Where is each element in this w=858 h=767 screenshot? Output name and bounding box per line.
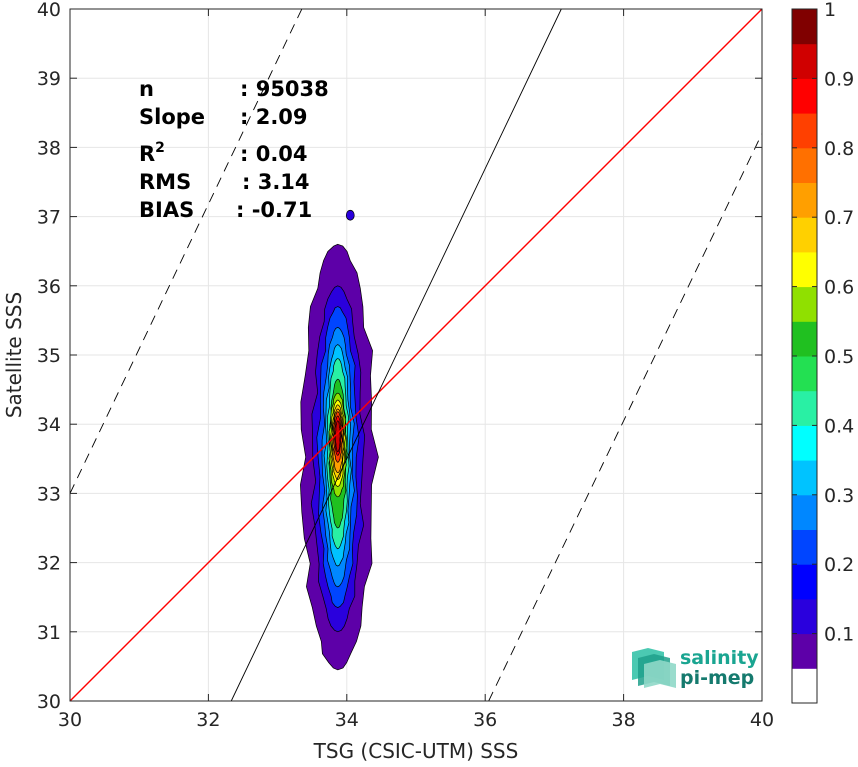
- y-tick-label-9: 39: [37, 68, 61, 90]
- reference-line-upper-bound: [69, 8, 303, 494]
- colorbar-segment-16: [792, 113, 817, 149]
- y-tick-label-6: 36: [37, 276, 61, 298]
- stat-label-superscript: 2: [155, 140, 165, 156]
- stats-box: n : 95038 Slope : 2.09 R2 : 0.04 RMS : 3.14 BIAS…: [139, 77, 329, 222]
- colorbar-segment-6: [792, 460, 817, 496]
- colorbar-tick-label-2: 0.3: [824, 485, 854, 507]
- stat-value-3: : 3.14: [242, 170, 310, 194]
- colorbar-tick-label-1: 0.2: [824, 554, 854, 576]
- reference-line-lower-bound: [488, 133, 763, 702]
- logo-text-salinity: salinity: [680, 647, 759, 669]
- colorbar-tick-label-4: 0.5: [824, 346, 854, 368]
- stat-value-1: : 2.09: [240, 105, 308, 129]
- colorbar-segment-4: [792, 529, 817, 565]
- y-tick-label-1: 31: [37, 622, 61, 644]
- reference-lines: [69, 8, 763, 702]
- stat-label-0: n: [139, 77, 154, 101]
- contour-outlier-blob: [345, 209, 355, 221]
- stat-label-4: BIAS: [139, 198, 194, 222]
- stat-label-2: R2: [139, 140, 165, 166]
- colorbar-tick-label-0: 0.1: [824, 624, 854, 646]
- colorbar-segment-15: [792, 147, 817, 183]
- salinity-pi-mep-logo: salinity pi-mep: [632, 647, 759, 689]
- colorbar-segment-8: [792, 390, 817, 426]
- colorbar-segment-2: [792, 598, 817, 635]
- colorbar-segment-5: [792, 494, 817, 530]
- colorbar-segment-14: [792, 182, 817, 218]
- colorbar: [791, 8, 818, 704]
- colorbar-segment-12: [792, 251, 817, 288]
- colorbar-segment-18: [792, 43, 817, 79]
- colorbar-tick-label-8: 0.9: [824, 68, 854, 90]
- contour-level-13: [335, 420, 341, 453]
- y-axis-label: Satellite SSS: [2, 292, 26, 418]
- y-tick-label-5: 35: [37, 345, 61, 367]
- colorbar-ticks: 0.1 0.2 0.3 0.4 0.5 0.6 0.7 0.8 0.9 1: [792, 0, 854, 646]
- colorbar-segment-13: [792, 217, 817, 253]
- stat-value-2: : 0.04: [240, 142, 308, 166]
- x-tick-label-4: 38: [612, 709, 636, 731]
- colorbar-tick-label-5: 0.6: [824, 277, 854, 299]
- stat-label-3: RMS: [139, 170, 191, 194]
- x-axis-label: TSG (CSIC-UTM) SSS: [313, 739, 519, 763]
- logo-text-pi-mep: pi-mep: [680, 667, 754, 689]
- colorbar-segment-10: [792, 321, 817, 357]
- x-tick-label-5: 40: [750, 709, 774, 731]
- x-tick-label-3: 36: [473, 709, 497, 731]
- y-tick-label-10: 40: [37, 0, 61, 21]
- colorbar-tick-label-3: 0.4: [824, 415, 854, 437]
- colorbar-tick-label-7: 0.8: [824, 138, 854, 160]
- stat-label-1: Slope: [139, 105, 205, 129]
- y-tick-label-2: 32: [37, 553, 61, 575]
- x-tick-label-0: 30: [58, 709, 82, 731]
- density-contours: [300, 209, 379, 671]
- colorbar-segment-1: [792, 633, 817, 669]
- colorbar-segment-7: [792, 425, 817, 461]
- y-tick-label-3: 33: [37, 483, 61, 505]
- colorbar-segment-3: [792, 564, 817, 600]
- colorbar-segment-0: [792, 668, 817, 704]
- stat-value-4: : -0.71: [236, 198, 312, 222]
- x-tick-label-1: 32: [196, 709, 220, 731]
- x-tick-label-2: 34: [335, 709, 359, 731]
- colorbar-segment-19: [792, 9, 817, 45]
- reference-line-1:1: [69, 8, 763, 702]
- colorbar-tick-label-6: 0.7: [824, 207, 854, 229]
- y-tick-label-4: 34: [37, 414, 61, 436]
- y-tick-label-7: 37: [37, 207, 61, 229]
- reference-line-regression: [230, 8, 562, 702]
- colorbar-segment-9: [792, 356, 817, 392]
- y-tick-label-8: 38: [37, 137, 61, 159]
- y-axis-ticks: 30 31 32 33 34 35 36 37 38 39 40: [37, 0, 762, 713]
- colorbar-segment-11: [792, 286, 817, 322]
- colorbar-tick-label-9: 1: [824, 0, 836, 21]
- colorbar-segment-17: [792, 78, 817, 114]
- logo-wave-icon: [632, 648, 676, 688]
- stat-value-0: : 95038: [240, 77, 329, 101]
- y-tick-label-0: 30: [37, 691, 61, 713]
- x-axis-ticks: 30 32 34 36 38 40: [58, 9, 774, 731]
